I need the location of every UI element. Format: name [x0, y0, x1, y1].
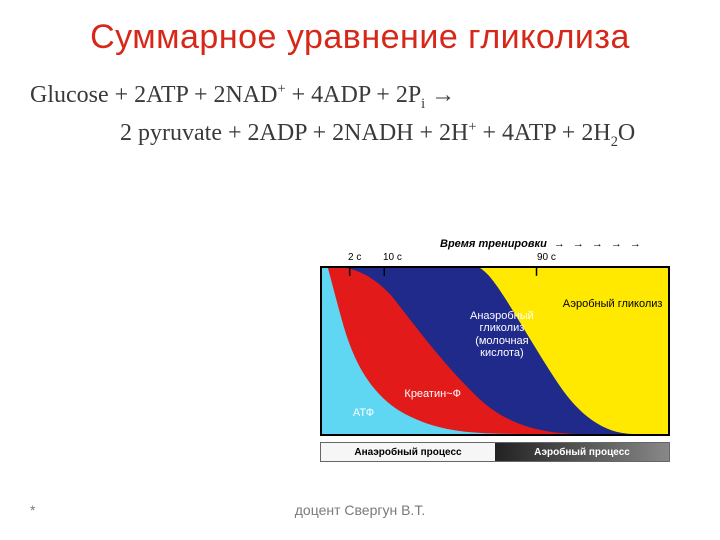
x-tick: 2 с: [348, 252, 361, 263]
process-legend: Анаэробный процесс Аэробный процесс: [320, 442, 670, 462]
x-ticks-row: 2 с 10 с 90 с: [320, 252, 670, 266]
x-tick: 10 с: [383, 252, 402, 263]
slide-title: Суммарное уравнение гликолиза: [30, 18, 690, 57]
energy-systems-chart: АТФКреатин~ФАнаэробныйгликолиз(молочнаяк…: [320, 266, 670, 436]
footer-author: доцент Свергун В.Т.: [0, 502, 720, 518]
equation-block: Glucose + 2ATP + 2NAD+ + 4ADP + 2Pi → 2 …: [30, 77, 690, 154]
arrow-icon: →: [611, 238, 622, 250]
x-tick: 90 с: [537, 252, 556, 263]
legend-anaerobic: Анаэробный процесс: [321, 443, 495, 461]
training-time-text: Время тренировки: [440, 238, 547, 250]
training-time-label: Время тренировки → → → → →: [320, 238, 670, 250]
chart-area: Время тренировки → → → → → 2 с 10 с 90 с АТФКр…: [320, 238, 670, 462]
slide-root: Суммарное уравнение гликолиза Glucose + …: [0, 0, 720, 540]
legend-aerobic: Аэробный процесс: [495, 443, 669, 461]
chart-svg: [322, 268, 668, 434]
equation-line-1: Glucose + 2ATP + 2NAD+ + 4ADP + 2Pi →: [30, 77, 690, 115]
arrow-icon: →: [554, 238, 565, 250]
arrow-icon: →: [592, 238, 603, 250]
arrow-icon: →: [573, 238, 584, 250]
arrow-icon: →: [630, 238, 641, 250]
equation-line-2: 2 pyruvate + 2ADP + 2NADH + 2H+ + 4ATP +…: [30, 115, 690, 153]
